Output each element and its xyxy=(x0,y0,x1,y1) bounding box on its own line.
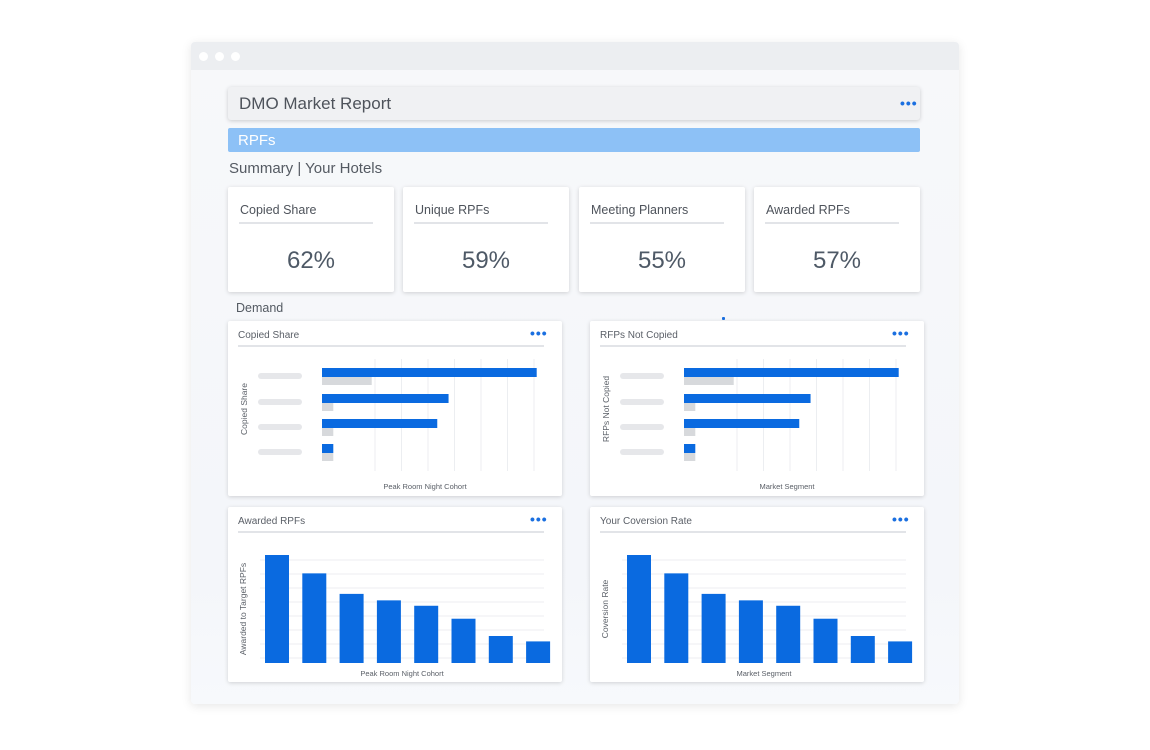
summary-title: Summary | Your Hotels xyxy=(229,160,383,177)
x-axis-label: Peak Room Night Cohort xyxy=(360,669,444,678)
bar xyxy=(322,453,334,461)
kpi-value: 57% xyxy=(812,247,862,274)
bar xyxy=(322,394,449,403)
kpi-value: 62% xyxy=(286,247,336,274)
kpi-divider xyxy=(414,222,548,224)
bar xyxy=(888,641,913,663)
bar xyxy=(664,573,689,663)
bar xyxy=(265,555,289,663)
more-dots-icon[interactable]: ••• xyxy=(892,325,910,341)
decorative-dot xyxy=(722,317,725,320)
kpi-card-awarded-rpfs: Awarded RPFs 57% xyxy=(754,187,920,292)
bar xyxy=(701,593,726,663)
chart-panel-copied-share: Copied Share ••• Peak Room Night Cohort C… xyxy=(228,321,562,496)
more-dots-icon[interactable]: ••• xyxy=(900,95,918,111)
chart-title-divider xyxy=(600,345,906,347)
chart-plot: Peak Room Night Cohort Awarded to Target … xyxy=(238,555,551,678)
kpi-card-copied-share: Copied Share 62% xyxy=(228,187,394,292)
y-axis-label: Coversion Rate xyxy=(600,579,610,638)
report-title: DMO Market Report xyxy=(239,94,392,113)
bar xyxy=(684,428,696,436)
bar xyxy=(322,428,334,436)
kpi-value: 55% xyxy=(637,247,687,274)
bar xyxy=(322,419,438,428)
kpi-divider xyxy=(239,222,373,224)
window-close-dot[interactable] xyxy=(199,52,208,61)
category-label-placeholder xyxy=(620,373,664,379)
chart-title: Your Coversion Rate xyxy=(600,516,692,527)
bar xyxy=(322,403,334,411)
chart-panel-rfps-not-copied: RFPs Not Copied ••• Market Segment RFPs N… xyxy=(590,321,924,496)
category-label-placeholder xyxy=(258,449,302,455)
bar xyxy=(414,605,439,663)
kpi-divider xyxy=(765,222,899,224)
bar xyxy=(339,593,364,663)
category-label-placeholder xyxy=(258,399,302,405)
bar xyxy=(738,600,763,663)
bar xyxy=(322,444,334,453)
chart-plot: Market Segment Coversion Rate xyxy=(600,555,913,678)
bar xyxy=(684,377,734,385)
category-label-placeholder xyxy=(258,424,302,430)
chart-title: Copied Share xyxy=(238,330,300,341)
kpi-value: 59% xyxy=(461,247,511,274)
y-axis-label: Copied Share xyxy=(239,383,249,435)
y-axis-label: Awarded to Target RPFs xyxy=(238,563,248,655)
bar xyxy=(488,636,513,663)
bar xyxy=(376,600,401,663)
bar xyxy=(302,573,327,663)
bar xyxy=(813,618,838,663)
chart-plot: Market Segment RFPs Not Copied xyxy=(601,359,899,491)
category-label-placeholder xyxy=(258,373,302,379)
bar xyxy=(684,444,696,453)
chart-title-divider xyxy=(238,531,544,533)
bar xyxy=(684,368,899,377)
chart-plot: Peak Room Night Cohort Copied Share xyxy=(239,359,537,491)
more-dots-icon[interactable]: ••• xyxy=(530,325,548,341)
section-band: RPFs xyxy=(228,128,920,152)
chart-title-divider xyxy=(600,531,906,533)
chart-title: Awarded RPFs xyxy=(238,516,306,527)
category-label-placeholder xyxy=(620,424,664,430)
chart-title-divider xyxy=(238,345,544,347)
chart-panel-conversion-rate: Your Coversion Rate ••• Market Segment Co… xyxy=(590,507,924,682)
bar xyxy=(627,555,651,663)
category-label-placeholder xyxy=(620,449,664,455)
window-titlebar xyxy=(191,42,959,70)
bar xyxy=(776,605,801,663)
kpi-label: Meeting Planners xyxy=(591,203,689,217)
bar xyxy=(322,368,537,377)
kpi-label: Awarded RPFs xyxy=(766,203,850,217)
bar xyxy=(684,419,800,428)
bar xyxy=(684,394,811,403)
kpi-label: Unique RPFs xyxy=(415,203,490,217)
y-axis-label: RFPs Not Copied xyxy=(601,376,611,442)
window-minimize-dot[interactable] xyxy=(215,52,224,61)
demand-label: Demand xyxy=(236,301,284,315)
chart-title: RFPs Not Copied xyxy=(600,330,678,341)
more-dots-icon[interactable]: ••• xyxy=(892,511,910,527)
report-window: DMO Market Report ••• RPFs Summary | You… xyxy=(191,42,959,704)
x-axis-label: Market Segment xyxy=(736,669,792,678)
bar xyxy=(451,618,476,663)
bar xyxy=(850,636,875,663)
bar xyxy=(322,377,372,385)
x-axis-label: Peak Room Night Cohort xyxy=(383,482,467,491)
kpi-divider xyxy=(590,222,724,224)
window-maximize-dot[interactable] xyxy=(231,52,240,61)
report-header: DMO Market Report ••• xyxy=(228,87,920,120)
kpi-label: Copied Share xyxy=(240,203,317,217)
section-title: RPFs xyxy=(238,132,276,149)
category-label-placeholder xyxy=(620,399,664,405)
x-axis-label: Market Segment xyxy=(759,482,815,491)
kpi-card-unique-rpfs: Unique RPFs 59% xyxy=(403,187,569,292)
more-dots-icon[interactable]: ••• xyxy=(530,511,548,527)
chart-panel-awarded-rpfs: Awarded RPFs ••• Peak Room Night Cohort A… xyxy=(228,507,562,682)
bar xyxy=(684,453,696,461)
bar xyxy=(684,403,696,411)
bar xyxy=(526,641,551,663)
kpi-card-meeting-planners: Meeting Planners 55% xyxy=(579,187,745,292)
